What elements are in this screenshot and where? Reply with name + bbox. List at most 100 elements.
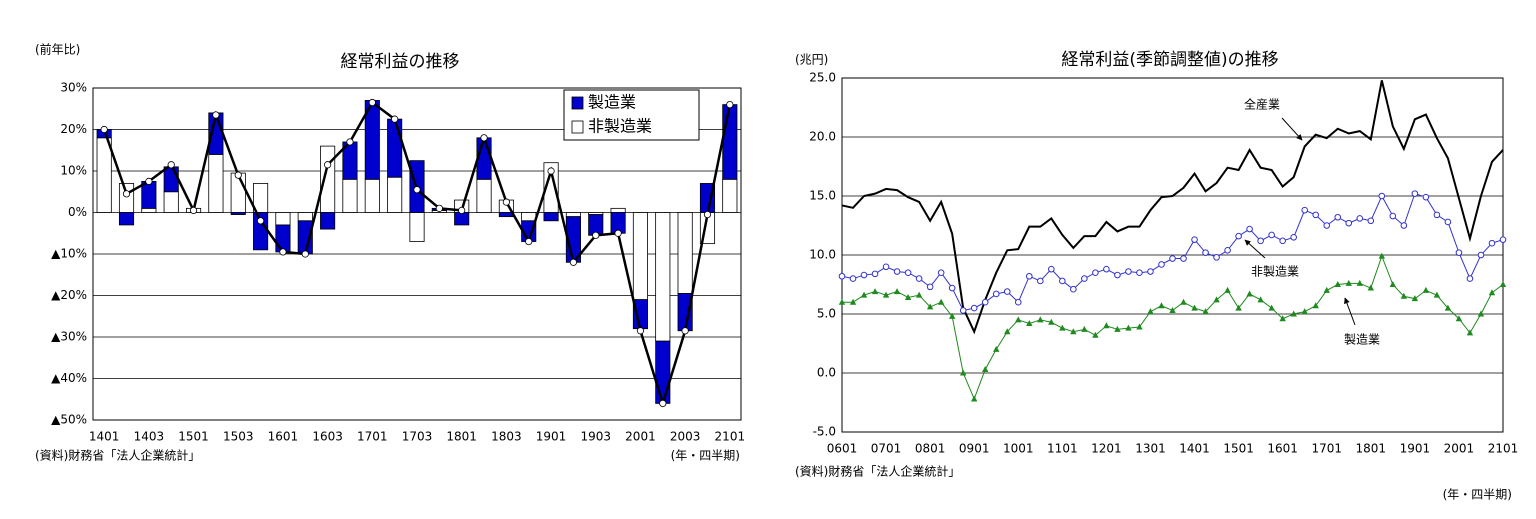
x-tick-label: 1601 (1267, 442, 1298, 456)
x-tick-label: 1703 (402, 430, 433, 444)
point (1323, 286, 1330, 293)
x-unit: (年・四半期) (671, 449, 740, 463)
bar (632, 212, 648, 301)
point (636, 327, 645, 335)
point (1048, 318, 1055, 325)
y-tick-label: -5.0 (813, 425, 836, 439)
series-label: 非製造業 (1251, 265, 1299, 279)
bar (141, 207, 157, 213)
x-tick-label: 1901 (1400, 442, 1431, 456)
bar (387, 118, 403, 178)
point (1092, 331, 1099, 338)
point (1290, 234, 1297, 241)
point (838, 298, 846, 305)
point (1499, 281, 1507, 287)
bar (320, 145, 336, 213)
point (1147, 308, 1154, 315)
point (1169, 255, 1176, 262)
x-tick-label: 1503 (223, 430, 254, 444)
point (1422, 286, 1430, 293)
bar (387, 176, 403, 213)
series-line (841, 80, 1504, 335)
bar (677, 212, 693, 294)
point (189, 206, 198, 215)
point (1455, 315, 1463, 322)
point (1345, 219, 1353, 227)
point (1169, 306, 1176, 313)
point (234, 171, 242, 179)
point (871, 288, 879, 295)
bar (118, 212, 135, 226)
point (1301, 206, 1308, 214)
point (592, 231, 600, 239)
chart-title: 経常利益(季節調整値)の推移 (1061, 50, 1278, 70)
x-tick-label: 1501 (1223, 442, 1254, 456)
point (1389, 281, 1397, 287)
point (971, 395, 978, 402)
x-tick-label: 1801 (1356, 442, 1387, 456)
x-tick-label: 1401 (1179, 442, 1210, 456)
point (904, 293, 912, 300)
x-tick-label: 2001 (625, 430, 656, 444)
point (413, 186, 421, 194)
point (1356, 215, 1364, 222)
bar (543, 212, 559, 222)
point (1202, 308, 1209, 315)
point (1301, 308, 1308, 315)
source-note: (資料)財務省「法人企業統計」 (795, 464, 960, 479)
point (970, 304, 978, 312)
bar (521, 212, 537, 222)
x-tick-label: 0701 (871, 442, 902, 456)
point (849, 275, 857, 282)
point (301, 250, 309, 258)
bar (163, 191, 179, 213)
point (893, 288, 901, 295)
point (1037, 277, 1044, 285)
point (1257, 237, 1264, 245)
point (1444, 218, 1452, 226)
point (1025, 272, 1033, 280)
y-tick-label: ▲30% (51, 330, 87, 344)
x-tick-label: 1901 (536, 430, 567, 444)
bar (275, 224, 291, 253)
point (1180, 298, 1187, 305)
point (1499, 236, 1507, 243)
point (1312, 302, 1319, 309)
point (1213, 296, 1220, 303)
point (1411, 190, 1419, 197)
point (849, 298, 857, 305)
point (256, 217, 265, 225)
point (860, 291, 868, 298)
x-tick-label: 0901 (959, 442, 990, 456)
point (1433, 211, 1441, 219)
x-tick-label: 2001 (1444, 442, 1475, 456)
point (1158, 261, 1165, 268)
point (948, 312, 956, 319)
y-tick-label: 25.0 (809, 71, 836, 85)
point (1070, 285, 1077, 293)
bar (565, 212, 581, 218)
point (1081, 275, 1088, 282)
point (1224, 286, 1231, 293)
series-label: 製造業 (1344, 333, 1380, 347)
point (1334, 213, 1342, 221)
point (838, 272, 846, 280)
point (926, 303, 934, 310)
point (915, 275, 923, 282)
point (1279, 237, 1286, 245)
series-line (842, 254, 1504, 401)
y-tick-label: ▲10% (51, 247, 87, 261)
y-unit: (前年比) (35, 42, 80, 57)
x-tick-label: 2101 (1488, 442, 1519, 456)
x-tick-label: 1501 (178, 430, 209, 444)
point (993, 345, 1000, 352)
series-label: 全産業 (1244, 97, 1280, 112)
annotation-arrow (1344, 297, 1356, 326)
point (1136, 323, 1143, 330)
point (1488, 239, 1496, 247)
point (1422, 193, 1430, 201)
point (1466, 329, 1474, 336)
point (959, 307, 967, 314)
bar (610, 207, 626, 213)
x-tick-label: 1701 (1311, 442, 1342, 456)
